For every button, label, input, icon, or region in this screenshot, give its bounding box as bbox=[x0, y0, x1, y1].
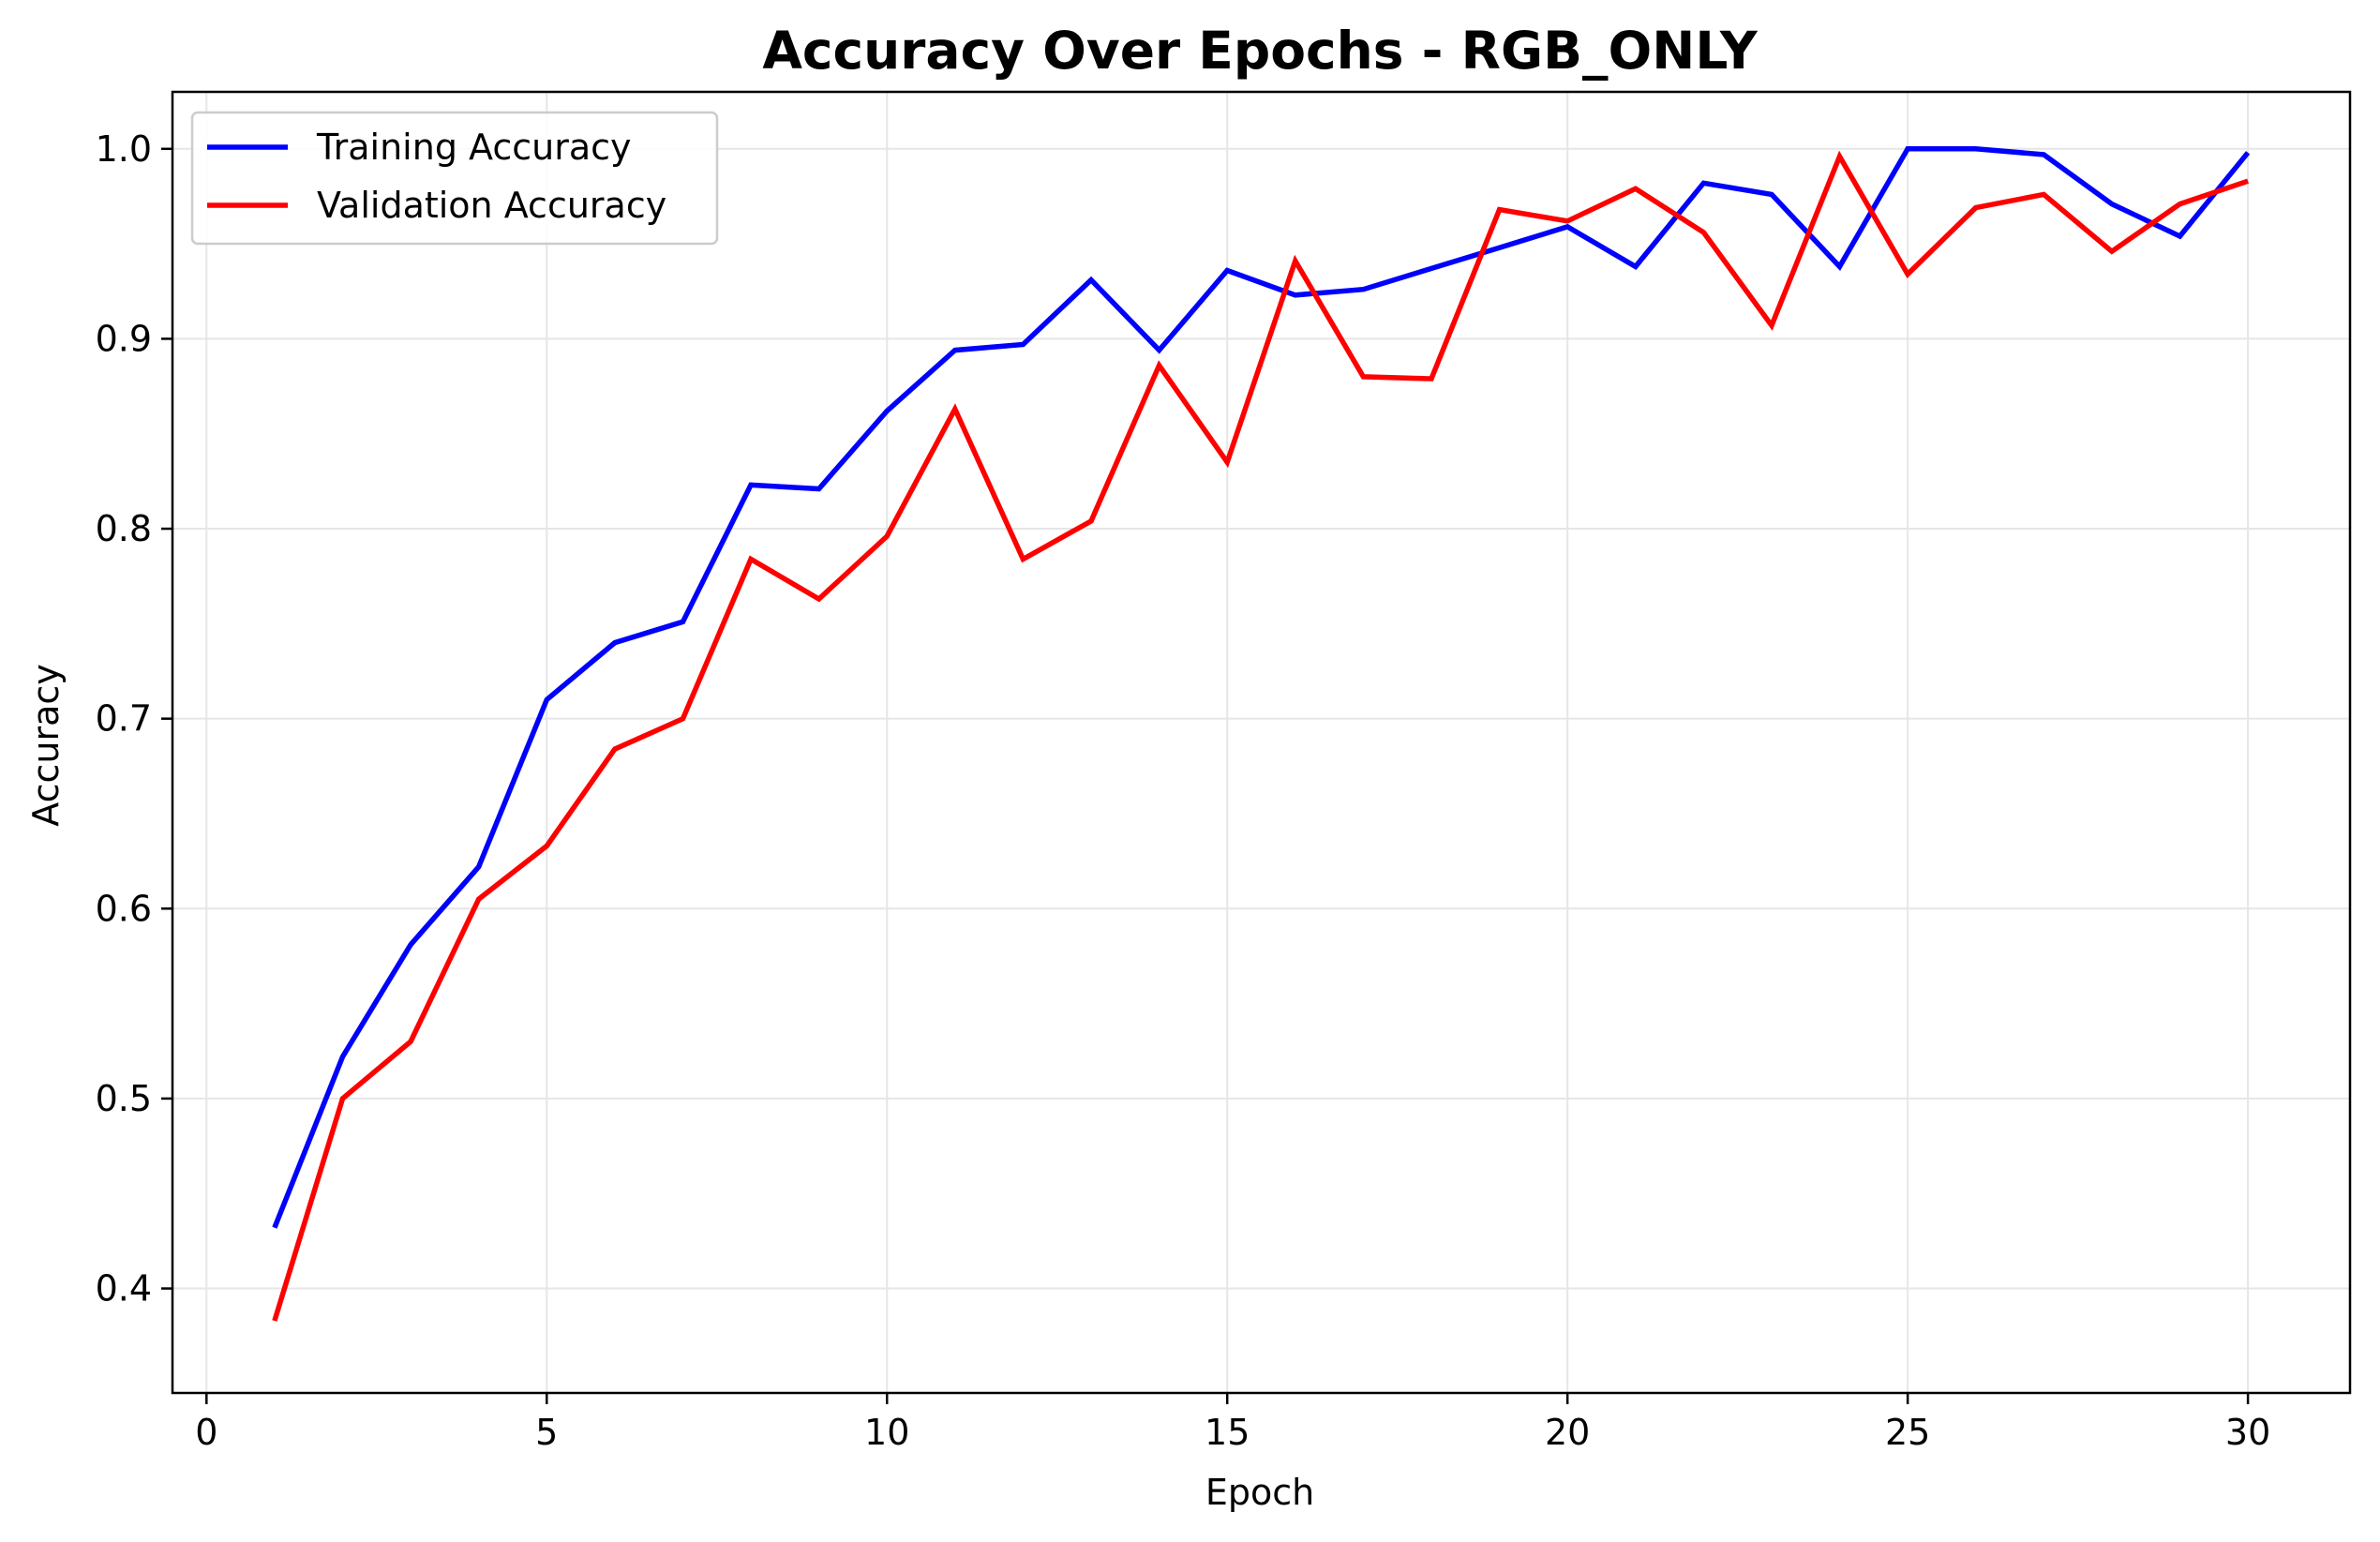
legend-box bbox=[190, 111, 719, 246]
y-tick-label: 1.0 bbox=[96, 128, 152, 170]
y-axis-label: Accuracy bbox=[25, 664, 67, 827]
series-line-validation bbox=[272, 150, 2249, 1322]
x-tick-label: 20 bbox=[1545, 1412, 1590, 1453]
legend: Training Accuracy Validation Accuracy bbox=[190, 111, 719, 246]
x-tick-label: 30 bbox=[2225, 1412, 2270, 1453]
x-tick-label: 10 bbox=[864, 1412, 909, 1453]
series-layer bbox=[272, 146, 2251, 1322]
x-tick-label: 25 bbox=[1885, 1412, 1930, 1453]
grid-layer bbox=[172, 92, 2350, 1393]
plot-frame bbox=[171, 90, 2352, 1395]
legend-label: Training Accuracy bbox=[316, 127, 632, 168]
y-tick-label: 0.8 bbox=[96, 508, 152, 549]
series-line-training bbox=[272, 146, 2251, 1229]
legend-label: Validation Accuracy bbox=[317, 185, 666, 226]
y-tick-label: 0.5 bbox=[96, 1078, 152, 1119]
chart-title: Accuracy Over Epochs - RGB_ONLY bbox=[762, 21, 1758, 81]
y-tick-label: 0.6 bbox=[96, 888, 152, 929]
y-tick-label: 0.7 bbox=[96, 698, 152, 740]
y-tick-label: 0.4 bbox=[96, 1268, 152, 1310]
x-tick-label: 15 bbox=[1205, 1412, 1250, 1453]
x-tick-label: 0 bbox=[195, 1412, 217, 1453]
tick-layer: 0 5 10 15 20 25 30 0.4 0.5 0.6 0.7 0.8 0.9 1.0 bbox=[96, 128, 2271, 1453]
x-axis-label: Epoch bbox=[1205, 1472, 1314, 1513]
x-tick-label: 5 bbox=[535, 1412, 558, 1453]
y-tick-label: 0.9 bbox=[96, 318, 152, 359]
